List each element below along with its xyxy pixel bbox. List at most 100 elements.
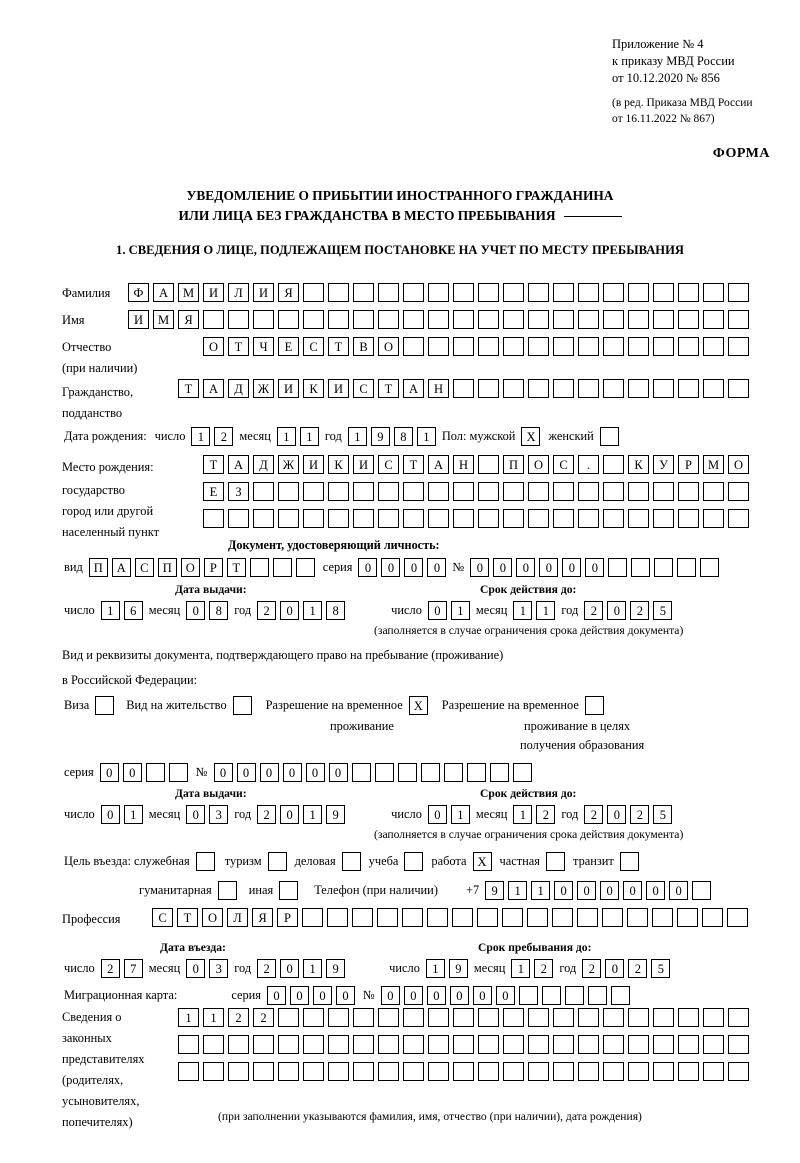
- name-cell-19[interactable]: [578, 310, 599, 329]
- legal-3-cell-20[interactable]: [653, 1062, 674, 1081]
- birthplace-1-cell-18[interactable]: К: [628, 455, 649, 474]
- profession-cell-12[interactable]: [427, 908, 448, 927]
- doc-type-cell-2[interactable]: А: [111, 558, 131, 577]
- birthplace-2-cell-19[interactable]: [653, 482, 674, 501]
- name-cell-12[interactable]: [403, 310, 424, 329]
- birthplace-2-cell-3[interactable]: [253, 482, 274, 501]
- profession-cell-9[interactable]: [352, 908, 373, 927]
- legal-3-cell-22[interactable]: [703, 1062, 724, 1081]
- name-cell-9[interactable]: [328, 310, 349, 329]
- surname-cell-14[interactable]: [453, 283, 474, 302]
- citizenship-cell-23[interactable]: [728, 379, 749, 398]
- stay-year-cell-1[interactable]: 2: [582, 959, 602, 978]
- citizenship-cell-8[interactable]: С: [353, 379, 374, 398]
- legal-2-cell-1[interactable]: [178, 1035, 199, 1054]
- birthplace-3-cell-14[interactable]: [528, 509, 549, 528]
- name-cell-5[interactable]: [228, 310, 249, 329]
- permit-series-cell-1[interactable]: 0: [99, 763, 119, 782]
- stay-year-cell-2[interactable]: 0: [605, 959, 625, 978]
- birthplace-3-cell-16[interactable]: [578, 509, 599, 528]
- birthplace-1-cell-2[interactable]: А: [228, 455, 249, 474]
- doc-type-cell-8[interactable]: [249, 558, 269, 577]
- doc-issue-year-cell-3[interactable]: 1: [303, 601, 323, 620]
- legal-2-cell-14[interactable]: [503, 1035, 524, 1054]
- patronymic-cell-5[interactable]: С: [303, 337, 324, 356]
- birth-year-cell-3[interactable]: 8: [393, 427, 413, 446]
- birthplace-1-cell-16[interactable]: .: [578, 455, 599, 474]
- name-cell-2[interactable]: М: [153, 310, 174, 329]
- citizenship-cell-22[interactable]: [703, 379, 724, 398]
- legal-3-cell-17[interactable]: [578, 1062, 599, 1081]
- legal-3-cell-5[interactable]: [278, 1062, 299, 1081]
- legal-1-cell-13[interactable]: [478, 1008, 499, 1027]
- surname-cell-6[interactable]: И: [253, 283, 274, 302]
- birthplace-1-cell-7[interactable]: И: [353, 455, 374, 474]
- permit-number-cell-9[interactable]: [397, 763, 417, 782]
- citizenship-cell-17[interactable]: [578, 379, 599, 398]
- permit-issue-year-cell-1[interactable]: 2: [257, 805, 277, 824]
- birthplace-3-cell-10[interactable]: [428, 509, 449, 528]
- entry-year-cell-3[interactable]: 1: [303, 959, 323, 978]
- citizenship-cell-21[interactable]: [678, 379, 699, 398]
- card-series-cell-4[interactable]: 0: [336, 986, 355, 1005]
- phone-cell-6[interactable]: 0: [600, 881, 620, 900]
- legal-3-cell-9[interactable]: [378, 1062, 399, 1081]
- phone-cell-2[interactable]: 1: [508, 881, 528, 900]
- birthplace-1-cell-17[interactable]: [603, 455, 624, 474]
- profession-cell-15[interactable]: [502, 908, 523, 927]
- entry-year-cell-1[interactable]: 2: [257, 959, 277, 978]
- permit-number-cell-12[interactable]: [466, 763, 486, 782]
- birthplace-3-cell-4[interactable]: [278, 509, 299, 528]
- legal-2-cell-2[interactable]: [203, 1035, 224, 1054]
- birthplace-2-cell-8[interactable]: [378, 482, 399, 501]
- surname-cell-10[interactable]: [353, 283, 374, 302]
- checkbox-visa[interactable]: [95, 696, 115, 715]
- checkbox-female[interactable]: [599, 427, 619, 446]
- legal-1-cell-8[interactable]: [353, 1008, 374, 1027]
- doc-type-cell-10[interactable]: [295, 558, 315, 577]
- patronymic-cell-15[interactable]: [553, 337, 574, 356]
- patronymic-cell-10[interactable]: [428, 337, 449, 356]
- legal-3-cell-12[interactable]: [453, 1062, 474, 1081]
- birthplace-2-cell-5[interactable]: [303, 482, 324, 501]
- patronymic-cell-8[interactable]: О: [378, 337, 399, 356]
- surname-cell-4[interactable]: И: [203, 283, 224, 302]
- surname-cell-11[interactable]: [378, 283, 399, 302]
- permit-valid-year-cell-4[interactable]: 5: [653, 805, 673, 824]
- patronymic-cell-11[interactable]: [453, 337, 474, 356]
- birthplace-3-cell-1[interactable]: [203, 509, 224, 528]
- birthplace-3-cell-11[interactable]: [453, 509, 474, 528]
- birthplace-1-cell-19[interactable]: У: [653, 455, 674, 474]
- doc-valid-day-cell-2[interactable]: 1: [450, 601, 470, 620]
- card-number-cell-2[interactable]: 0: [403, 986, 423, 1005]
- doc-series-cell-2[interactable]: 0: [381, 558, 401, 577]
- legal-3-cell-13[interactable]: [478, 1062, 499, 1081]
- patronymic-cell-7[interactable]: В: [353, 337, 374, 356]
- surname-cell-20[interactable]: [603, 283, 624, 302]
- birthplace-2-cell-1[interactable]: Е: [203, 482, 224, 501]
- patronymic-cell-17[interactable]: [603, 337, 624, 356]
- entry-day-cell-2[interactable]: 7: [123, 959, 143, 978]
- doc-type-cell-3[interactable]: С: [134, 558, 154, 577]
- legal-2-cell-19[interactable]: [628, 1035, 649, 1054]
- birth-month-cell-2[interactable]: 1: [299, 427, 319, 446]
- doc-number-cell-7[interactable]: [608, 558, 628, 577]
- card-number-cell-4[interactable]: 0: [449, 986, 469, 1005]
- legal-3-cell-8[interactable]: [353, 1062, 374, 1081]
- surname-cell-17[interactable]: [528, 283, 549, 302]
- surname-cell-22[interactable]: [653, 283, 674, 302]
- birthplace-1-cell-12[interactable]: [478, 455, 499, 474]
- patronymic-cell-12[interactable]: [478, 337, 499, 356]
- legal-1-cell-16[interactable]: [553, 1008, 574, 1027]
- patronymic-cell-22[interactable]: [728, 337, 749, 356]
- permit-issue-month-cell-2[interactable]: 3: [209, 805, 229, 824]
- profession-cell-19[interactable]: [602, 908, 623, 927]
- surname-cell-9[interactable]: [328, 283, 349, 302]
- name-cell-8[interactable]: [303, 310, 324, 329]
- permit-series-cell-4[interactable]: [168, 763, 188, 782]
- legal-2-cell-3[interactable]: [228, 1035, 249, 1054]
- birthplace-1-cell-3[interactable]: Д: [253, 455, 274, 474]
